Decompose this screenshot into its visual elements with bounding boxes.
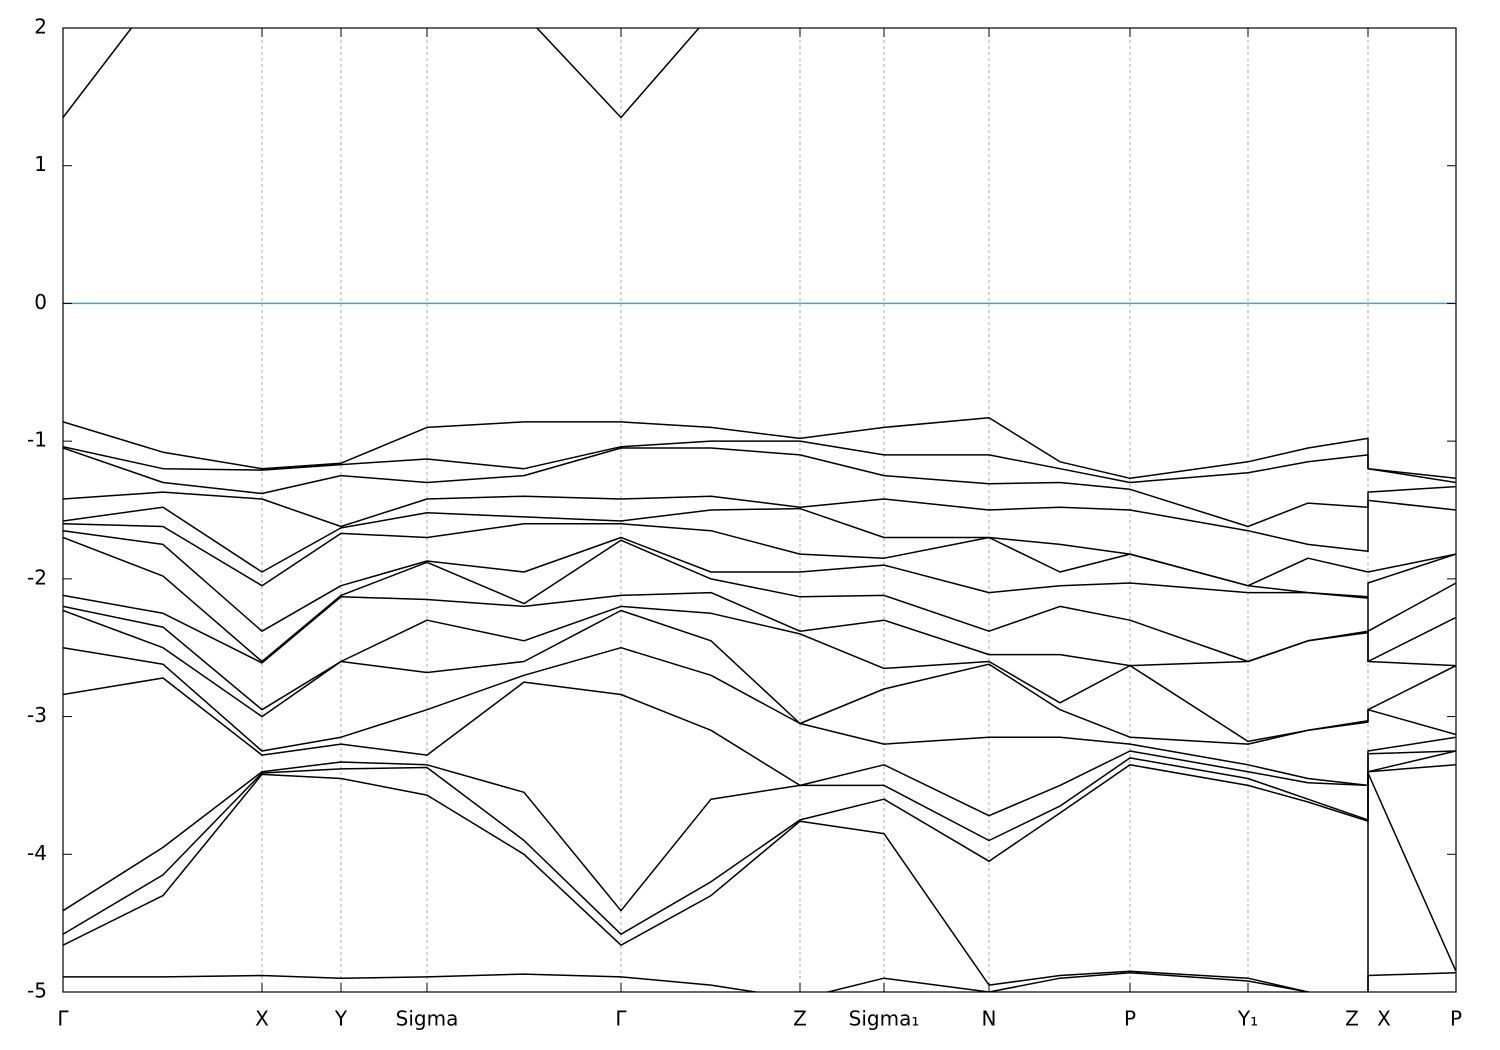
x-tick-label: X <box>255 1007 269 1031</box>
x-tick-label: P <box>1450 1007 1462 1031</box>
x-tick-label: N <box>982 1007 997 1031</box>
x-tick-label: Y <box>334 1007 348 1031</box>
x-tick-label: Γ <box>615 1007 627 1031</box>
band-line <box>63 971 1456 992</box>
band-line <box>63 677 1456 817</box>
x-tick-label: Γ <box>57 1007 69 1031</box>
x-tick-label: P <box>1124 1007 1136 1031</box>
y-tick-label: 1 <box>34 152 47 176</box>
band-line <box>63 609 1456 745</box>
band-line <box>63 772 1456 992</box>
y-tick-label: -2 <box>27 565 47 589</box>
band-line <box>63 591 1456 667</box>
y-tick-label: 0 <box>34 290 47 314</box>
band-line <box>63 416 1456 480</box>
x-tick-label: Sigma₁ <box>849 1007 920 1031</box>
band-line <box>63 646 1456 787</box>
plot-area <box>63 28 1456 992</box>
y-tick-label: -1 <box>27 428 47 452</box>
band-line <box>63 506 1456 587</box>
x-tick-label: Y₁ <box>1237 1007 1258 1031</box>
x-tick-label: Z <box>1345 1007 1359 1031</box>
y-tick-label: -4 <box>27 841 47 865</box>
x-tick-label: Sigma <box>396 1007 459 1031</box>
y-tick-label: -5 <box>27 979 47 1003</box>
band-line <box>63 764 1456 935</box>
band-line <box>63 529 1456 632</box>
band-line <box>63 440 1456 484</box>
band-line <box>63 447 1456 528</box>
band-line <box>63 750 1456 912</box>
x-tick-label: Z <box>793 1007 807 1031</box>
y-tick-label: 2 <box>34 15 47 39</box>
y-tick-label: -3 <box>27 703 47 727</box>
band-line <box>63 491 1456 553</box>
plot-frame <box>62 27 1457 993</box>
x-tick-label: X <box>1377 1007 1391 1031</box>
